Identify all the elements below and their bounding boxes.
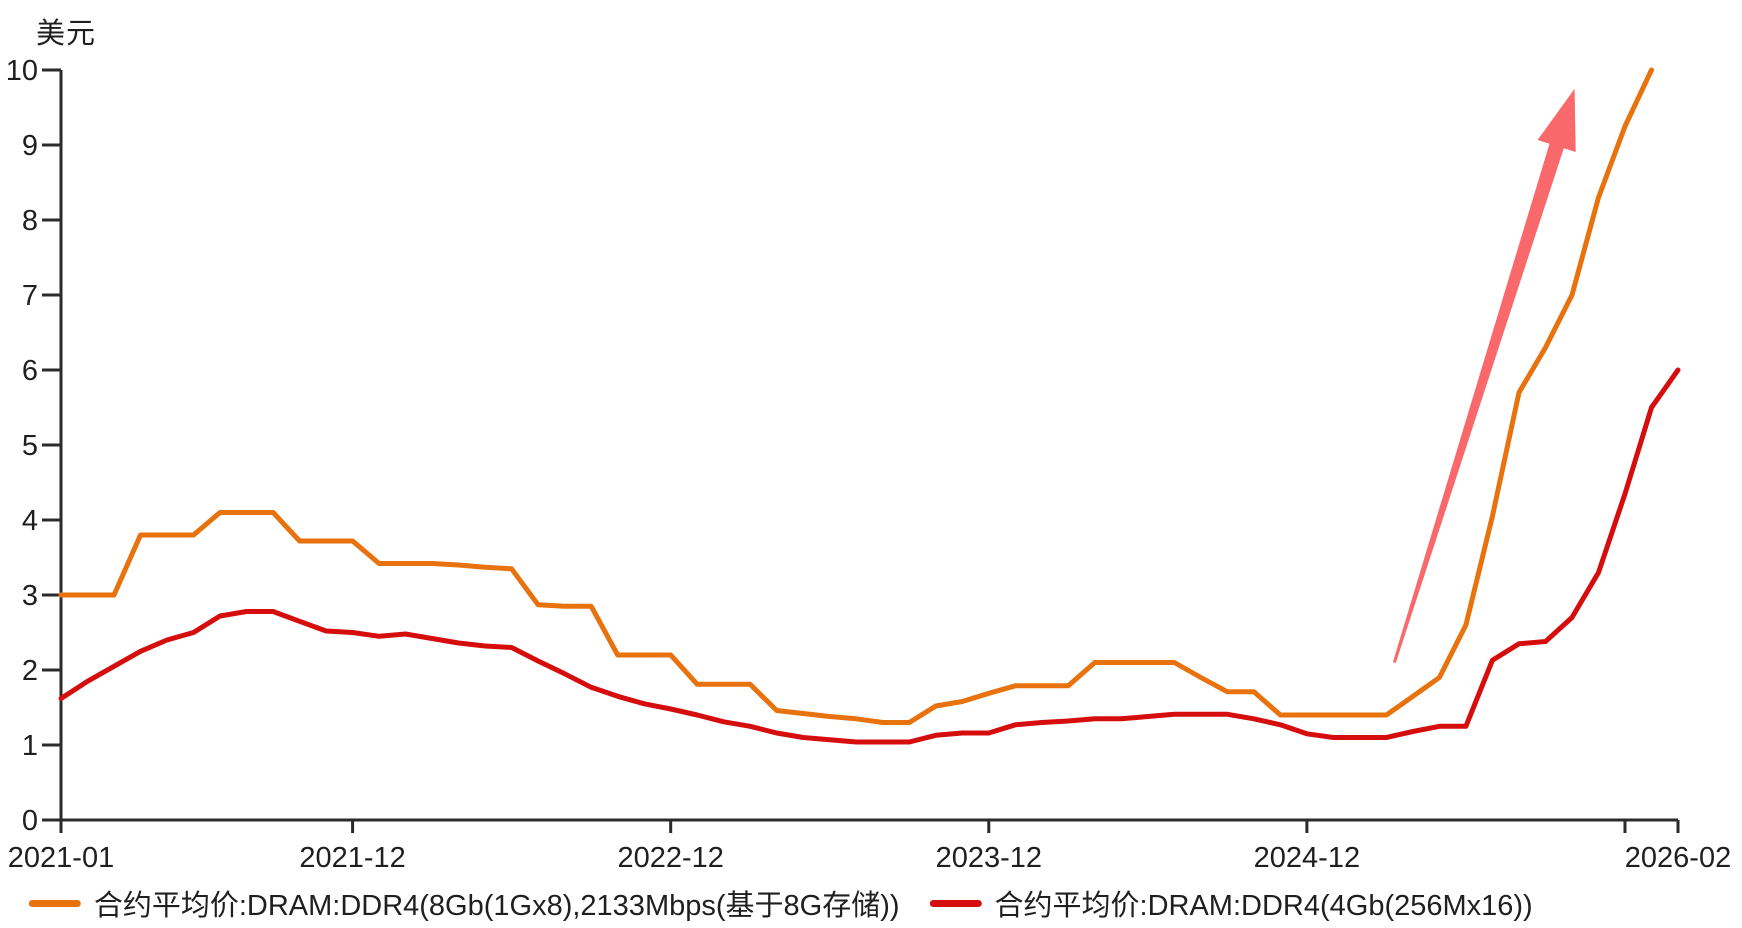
legend-swatch-ddr4-4gb-icon [929, 899, 982, 907]
x-tick-label: 2021-01 [8, 842, 114, 874]
y-tick-label: 1 [22, 730, 38, 762]
y-tick-label: 6 [22, 355, 38, 387]
y-tick-label: 10 [6, 55, 38, 87]
y-tick-label: 8 [22, 205, 38, 237]
legend-swatch-ddr4-8gb-icon [28, 899, 81, 907]
legend-label-ddr4-8gb: 合约平均价:DRAM:DDR4(8Gb(1Gx8),2133Mbps(基于8G存… [93, 890, 900, 922]
series-line-ddr4-8gb[interactable] [58, 67, 1654, 725]
y-axis-title: 美元 [36, 18, 97, 50]
legend-label-ddr4-4gb: 合约平均价:DRAM:DDR4(4Gb(256Mx16)) [994, 890, 1533, 922]
y-tick-label: 2 [22, 655, 38, 687]
y-tick-label: 4 [22, 505, 38, 537]
x-tick-label: 2021-12 [299, 842, 405, 874]
y-tick-label: 3 [22, 580, 38, 612]
x-tick-label: 2023-12 [936, 842, 1042, 874]
x-tick-label: 2022-12 [617, 842, 723, 874]
legend-item-ddr4-8gb[interactable]: 合约平均价:DRAM:DDR4(8Gb(1Gx8),2133Mbps(基于8G存… [28, 882, 900, 924]
x-tick-label: 2024-12 [1254, 842, 1360, 874]
x-tick-label: 2026-02 [1625, 842, 1731, 874]
y-tick-label: 9 [22, 130, 38, 162]
y-tick-label: 5 [22, 430, 38, 462]
y-tick-label: 7 [22, 280, 38, 312]
legend-item-ddr4-4gb[interactable]: 合约平均价:DRAM:DDR4(4Gb(256Mx16)) [929, 882, 1533, 924]
legend: 合约平均价:DRAM:DDR4(8Gb(1Gx8),2133Mbps(基于8G存… [28, 882, 1533, 924]
trend-up-arrow-icon [1392, 88, 1576, 663]
series-line-ddr4-4gb[interactable] [58, 367, 1681, 745]
y-tick-label: 0 [22, 805, 38, 837]
